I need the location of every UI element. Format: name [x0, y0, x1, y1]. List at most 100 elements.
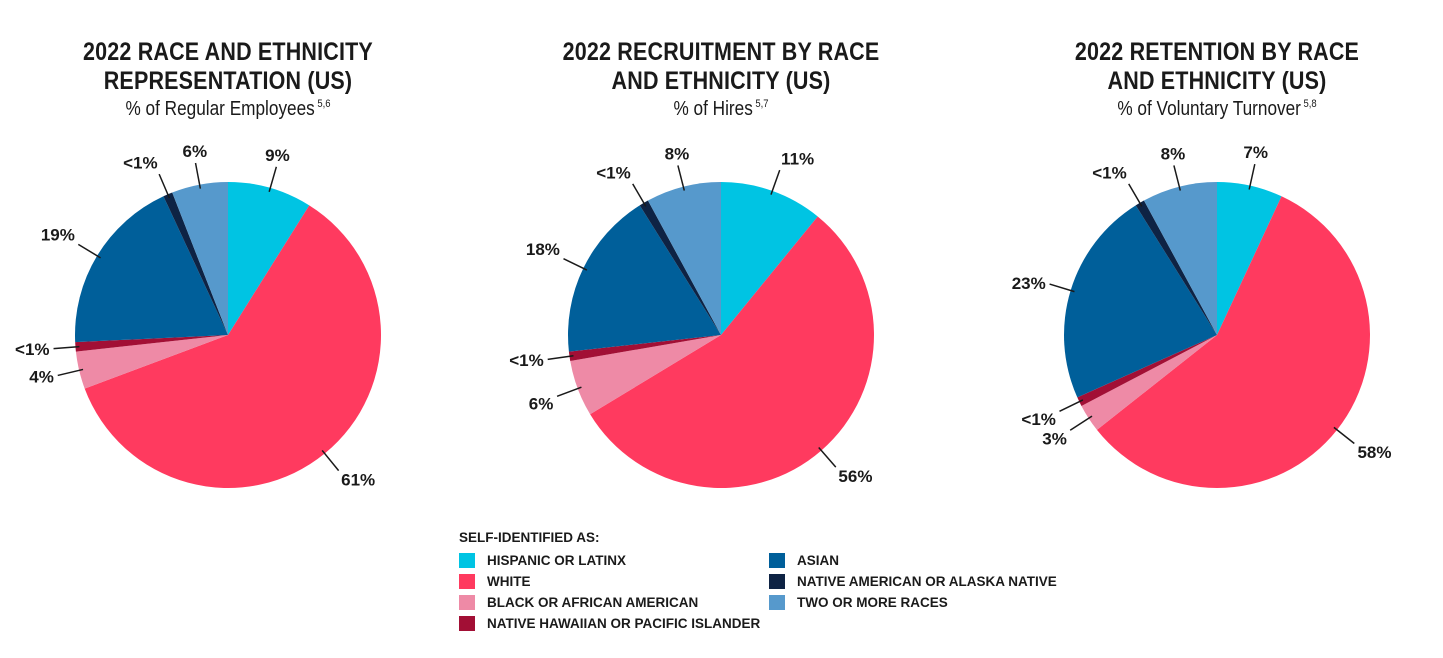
slice-label: 7%	[1243, 143, 1268, 162]
legend-label: ASIAN	[797, 552, 840, 568]
leader-line	[1128, 183, 1143, 207]
pie-slice	[1064, 205, 1217, 398]
legend-swatch	[769, 552, 785, 568]
chart-subtitle: % of Hires 5,7	[515, 98, 928, 121]
legend-label: NATIVE AMERICAN OR ALASKA NATIVE	[797, 573, 1057, 589]
chart-title: 2022 RETENTION BY RACE AND ETHNICITY (US…	[1011, 38, 1424, 96]
legend-swatch	[459, 615, 475, 631]
chart-title-line-1: 2022 RECRUITMENT BY RACE	[562, 38, 880, 66]
leader-line	[77, 243, 101, 259]
slice-label: 9%	[265, 146, 290, 165]
legend-item-white: WHITE	[459, 572, 531, 590]
leader-line	[677, 165, 686, 191]
pie-slice	[1077, 335, 1217, 406]
leader-line	[1049, 283, 1075, 293]
chart-title-line-1: 2022 RACE AND ETHNICITY	[83, 38, 373, 66]
legend-item-nhpi: NATIVE HAWAIIAN OR PACIFIC ISLANDER	[459, 614, 760, 632]
leader-line	[53, 345, 80, 350]
chart-retention: 2022 RETENTION BY RACE AND ETHNICITY (US…	[977, 0, 1443, 500]
legend-label: BLACK OR AFRICAN AMERICAN	[487, 594, 699, 610]
pie-chart: 11% 56% 6% <1% 18% <1% 8%	[509, 145, 874, 488]
leader-line	[268, 166, 278, 193]
legend-swatch	[459, 594, 475, 610]
pie-slice	[75, 196, 228, 343]
leader-line	[556, 386, 582, 397]
slice-label: 58%	[1357, 443, 1391, 462]
pie-slice	[172, 182, 228, 335]
chart-footnote: 5,7	[755, 98, 769, 110]
legend-label: WHITE	[487, 573, 531, 589]
leader-line	[547, 355, 574, 361]
slice-label: 6%	[182, 142, 207, 161]
pie-slice	[163, 192, 228, 335]
pie-slice	[84, 205, 382, 489]
leader-line	[1059, 399, 1084, 412]
slice-label: 6%	[529, 395, 554, 414]
chart-title: 2022 RACE AND ETHNICITY REPRESENTATION (…	[22, 38, 435, 96]
leader-line	[321, 449, 340, 472]
slice-label: <1%	[123, 153, 158, 172]
slice-label: <1%	[596, 163, 631, 182]
slice-label: 61%	[341, 471, 375, 490]
pie-slice	[721, 182, 818, 335]
slice-label: 8%	[1161, 145, 1186, 164]
pie-slice	[570, 335, 721, 415]
slice-label: 8%	[665, 145, 690, 164]
chart-title: 2022 RECRUITMENT BY RACE AND ETHNICITY (…	[515, 38, 928, 96]
pie-chart: 9% 61% 4% <1% 19% <1% 6%	[15, 142, 382, 490]
pie-slice	[1143, 182, 1217, 335]
chart-title-line-2: AND ETHNICITY (US)	[1107, 67, 1327, 95]
leader-line	[194, 162, 202, 189]
pie-slice	[647, 182, 721, 335]
legend-item-asian: ASIAN	[769, 551, 839, 569]
leader-line	[563, 258, 588, 271]
pie-slice	[1081, 335, 1217, 430]
slice-label: 4%	[29, 367, 54, 386]
leader-line	[632, 183, 647, 207]
legend-label: NATIVE HAWAIIAN OR PACIFIC ISLANDER	[487, 615, 761, 631]
chart-footnote: 5,8	[1303, 98, 1317, 110]
leader-line	[770, 169, 781, 195]
legend-heading: SELF-IDENTIFIED AS:	[459, 530, 600, 545]
slice-label: <1%	[1021, 410, 1056, 429]
legend-item-two: TWO OR MORE RACES	[769, 593, 948, 611]
pie-slice	[228, 182, 310, 335]
chart-footnote: 5,6	[317, 98, 331, 110]
legend-item-aian: NATIVE AMERICAN OR ALASKA NATIVE	[769, 572, 1057, 590]
legend-swatch	[459, 552, 475, 568]
pie-slice	[568, 335, 721, 362]
legend-item-hispanic: HISPANIC OR LATINX	[459, 551, 626, 569]
legend-swatch	[769, 594, 785, 610]
pie-slice	[590, 216, 874, 488]
chart-subtitle-text: % of Hires	[673, 98, 753, 120]
slice-label: 23%	[1012, 274, 1046, 293]
pie-slice	[1096, 196, 1370, 489]
legend-item-black: BLACK OR AFRICAN AMERICAN	[459, 593, 698, 611]
chart-subtitle: % of Regular Employees 5,6	[22, 98, 435, 121]
slice-label: <1%	[509, 351, 543, 370]
legend-swatch	[769, 573, 785, 589]
legend-label: TWO OR MORE RACES	[797, 594, 948, 610]
slice-label: 3%	[1042, 429, 1067, 448]
pie-slice	[75, 335, 228, 389]
leader-line	[1173, 165, 1182, 191]
chart-subtitle-text: % of Voluntary Turnover	[1117, 98, 1301, 120]
chart-title-line-2: AND ETHNICITY (US)	[611, 67, 831, 95]
chart-title-line-1: 2022 RETENTION BY RACE	[1074, 38, 1360, 66]
legend-label: HISPANIC OR LATINX	[487, 552, 627, 568]
leader-line	[57, 368, 84, 377]
slice-label: 18%	[526, 240, 560, 259]
slice-label: 19%	[41, 225, 75, 244]
chart-subtitle: % of Voluntary Turnover 5,8	[1011, 98, 1424, 121]
pie-slice	[1135, 200, 1217, 335]
leader-line	[1333, 426, 1355, 445]
chart-representation: 2022 RACE AND ETHNICITY REPRESENTATION (…	[0, 0, 468, 500]
chart-title-line-2: REPRESENTATION (US)	[103, 67, 353, 95]
chart-recruitment: 2022 RECRUITMENT BY RACE AND ETHNICITY (…	[481, 0, 961, 500]
chart-subtitle-text: % of Regular Employees	[125, 98, 315, 120]
slice-label: <1%	[1092, 163, 1127, 182]
pie-slice	[1217, 182, 1282, 335]
pie-slice	[639, 200, 721, 335]
slice-label: <1%	[15, 340, 50, 359]
leader-line	[818, 446, 837, 468]
